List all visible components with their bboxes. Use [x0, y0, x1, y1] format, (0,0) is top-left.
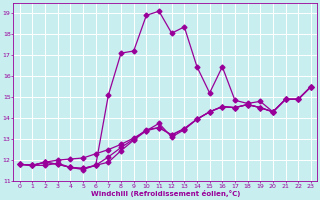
X-axis label: Windchill (Refroidissement éolien,°C): Windchill (Refroidissement éolien,°C) [91, 190, 240, 197]
